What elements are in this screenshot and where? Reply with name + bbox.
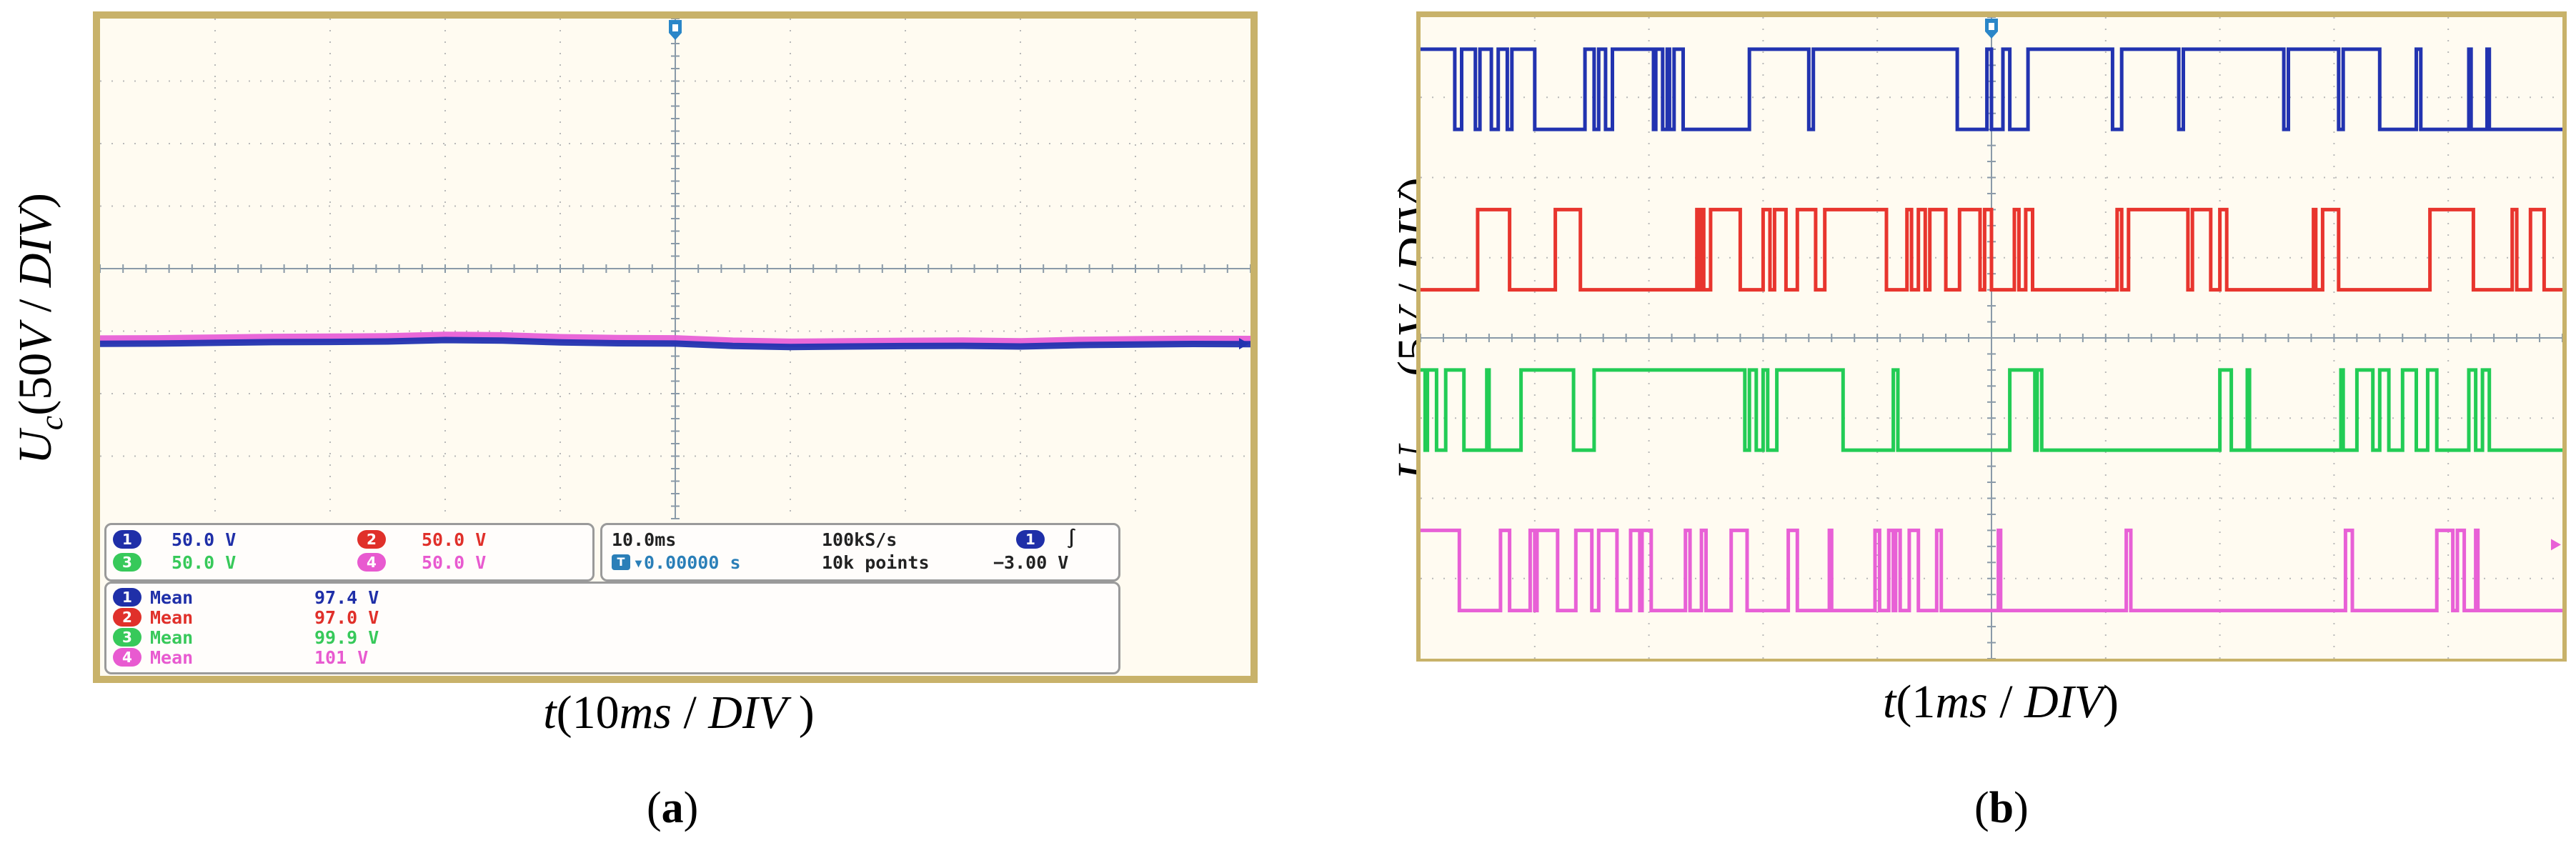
ch4-scale-value: 50.0 V <box>422 552 487 573</box>
panel-b-series-ch3-line <box>1421 368 2562 452</box>
ch2-scale-value: 50.0 V <box>422 529 487 550</box>
panel-a-grid <box>100 19 1250 519</box>
panel-a-caption-letter: a <box>661 784 684 832</box>
panel-a-y-unit-close: ) <box>9 193 61 209</box>
panel-a-y-unit-slash: / <box>9 287 61 324</box>
panel-b-x-unit-close: ) <box>2103 676 2119 728</box>
panel-b-caption-letter: b <box>1989 784 2014 832</box>
mean3-badge-icon: 3 <box>113 628 141 647</box>
panel-a-mean-box <box>104 582 1120 674</box>
mean4-value: 101 V <box>314 647 369 668</box>
panel-a-x-unit-open: (10 <box>556 687 620 739</box>
panel-a-x-symbol: t <box>543 687 557 739</box>
panel-a-x-unit-ms: ms <box>619 687 672 739</box>
panel-a-y-unit-open: (50 <box>9 352 61 416</box>
ch1-scale-value: 50.0 V <box>171 529 237 550</box>
panel-a-trigger-position-icon <box>669 20 682 40</box>
mean1-value: 97.4 V <box>314 587 379 608</box>
mean4-badge-icon: 4 <box>113 648 141 667</box>
panel-a-series-ch4-line <box>100 331 1250 347</box>
panel-b-x-unit-slash: / <box>1987 676 2025 728</box>
panel-a-y-axis-label: Uc(50V / DIV) <box>7 129 69 529</box>
panel-a-x-unit-close: ) <box>787 687 815 739</box>
ch3-badge-icon: 3 <box>113 553 141 572</box>
ch1-badge-icon: 1 <box>113 530 141 549</box>
panel-a-scope-frame: 1 50.0 V 2 50.0 V 3 50.0 V 4 50.0 V 10.0… <box>93 11 1258 683</box>
ch3-scale-value: 50.0 V <box>171 552 237 573</box>
panel-b-plot <box>1421 17 2562 659</box>
panel-b-caption-open: ( <box>1974 784 1989 832</box>
panel-a-offset-marker-icon <box>1239 338 1249 350</box>
mean3-value: 99.9 V <box>314 627 379 648</box>
ch2-badge-icon: 2 <box>357 530 386 549</box>
panel-b-scope-frame <box>1416 11 2567 662</box>
mean3-label: Mean <box>150 627 194 648</box>
panel-a-caption-close: ) <box>683 784 699 832</box>
trigger-channel-badge-icon: 1 <box>1016 530 1045 549</box>
mean2-label: Mean <box>150 607 194 628</box>
panel-b-caption-close: ) <box>2014 784 2029 832</box>
panel-a-caption-open: ( <box>647 784 662 832</box>
mean2-value: 97.0 V <box>314 607 379 628</box>
panel-b-series-ch2-line <box>1421 207 2562 292</box>
panel-a-y-symbol: U <box>9 430 61 464</box>
panel-b-x-unit-div: DIV <box>2024 676 2103 728</box>
panel-a-series-ch1-line <box>100 336 1250 351</box>
panel-a-x-axis-label: t(10ms / DIV ) <box>429 686 929 740</box>
panel-b-series-ch4-line <box>1421 528 2562 613</box>
panel-a-y-subscript: c <box>33 415 69 431</box>
panel-a-caption: (a) <box>647 783 698 834</box>
panel-a-y-unit-div: DIV <box>9 209 61 288</box>
panel-b-x-unit-ms: ms <box>1935 676 1988 728</box>
panel-b-series-ch1-line <box>1421 47 2562 131</box>
panel-a-x-unit-slash: / <box>671 687 709 739</box>
delay-marker-icon: T <box>612 554 630 570</box>
panel-b-x-unit-open: (1 <box>1896 676 1936 728</box>
panel-b-trigger-position-icon <box>1985 19 1998 39</box>
panel-b-x-axis-label: t(1ms / DIV) <box>1751 675 2251 729</box>
timebase-value: 10.0ms <box>612 529 677 550</box>
panel-a-y-unit-v: V <box>9 324 61 353</box>
panel-b-x-symbol: t <box>1883 676 1896 728</box>
panel-a-scale-box <box>104 523 595 582</box>
panel-b-offset-marker-icon <box>2551 539 2561 551</box>
panel-a-plot <box>100 19 1250 519</box>
panel-b-caption: (b) <box>1974 783 2029 834</box>
sample-rate-value: 100kS/s <box>822 529 897 550</box>
panel-a-scope-screen: 1 50.0 V 2 50.0 V 3 50.0 V 4 50.0 V 10.0… <box>100 19 1250 676</box>
mean1-badge-icon: 1 <box>113 588 141 607</box>
trigger-edge-icon: ∫ <box>1066 528 1078 549</box>
ch4-badge-icon: 4 <box>357 553 386 572</box>
mean4-label: Mean <box>150 647 194 668</box>
panel-a-x-unit-div: DIV <box>708 687 787 739</box>
panel-b-scope-screen <box>1421 17 2562 659</box>
trigger-level-value: −3.00 V <box>993 552 1069 573</box>
record-length-value: 10k points <box>822 552 930 573</box>
delay-value: ▾0.00000 s <box>633 552 741 573</box>
panel-b-grid <box>1421 17 2562 659</box>
mean2-badge-icon: 2 <box>113 608 141 627</box>
mean1-label: Mean <box>150 587 194 608</box>
